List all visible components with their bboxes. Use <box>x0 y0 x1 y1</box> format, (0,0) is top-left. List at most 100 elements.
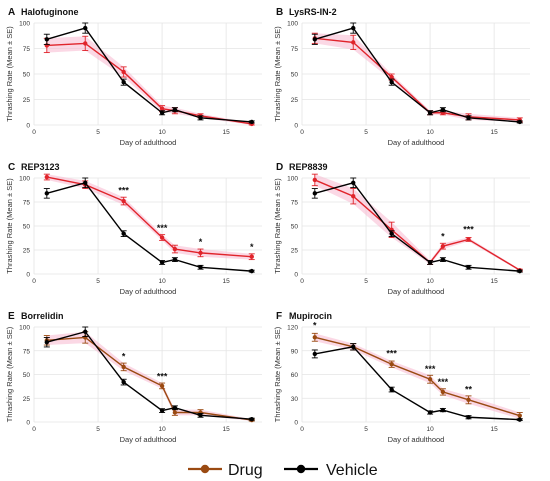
series-vehicle <box>43 177 255 274</box>
panel-title: REP8839 <box>289 162 328 172</box>
y-tick-label: 75 <box>23 348 31 355</box>
x-tick-label: 0 <box>32 426 36 433</box>
panel-e: E Borrelidin 0 25 50 75 100 0 5 10 15 Day of adulth… <box>5 311 262 444</box>
x-tick-label: 10 <box>426 129 434 136</box>
series-line <box>46 330 252 420</box>
y-tick-label: 75 <box>23 46 31 53</box>
data-point <box>159 235 165 240</box>
data-point <box>351 344 356 349</box>
data-point <box>440 257 446 262</box>
data-point <box>198 265 203 270</box>
y-tick-label: 75 <box>291 200 299 207</box>
data-point <box>389 387 394 392</box>
legend-drug-label: Drug <box>228 462 263 479</box>
data-point <box>389 231 394 236</box>
data-point <box>249 416 254 422</box>
data-point <box>440 389 446 395</box>
x-tick-label: 10 <box>426 426 434 433</box>
legend-vehicle-label: Vehicle <box>326 462 378 479</box>
series-line <box>314 37 520 121</box>
data-point <box>312 177 318 183</box>
x-tick-label: 15 <box>491 426 499 433</box>
data-point <box>351 25 356 31</box>
data-point <box>198 413 203 418</box>
series-line <box>46 42 252 125</box>
series-drug <box>43 331 255 423</box>
significance-label: * <box>122 351 126 361</box>
panel-a: A Halofuginone 0 25 50 75 100 0 5 10 15 Day of adul… <box>5 7 262 147</box>
data-point <box>83 41 88 46</box>
se-ribbon <box>46 331 252 422</box>
series-vehicle <box>311 177 523 274</box>
series-vehicle <box>43 326 255 422</box>
series-drug <box>43 173 255 261</box>
data-point <box>466 237 471 242</box>
y-tick-label: 0 <box>294 420 298 427</box>
data-point <box>121 79 126 85</box>
y-tick-label: 100 <box>19 325 30 332</box>
data-point <box>44 191 50 196</box>
x-tick-label: 15 <box>223 278 231 285</box>
x-tick-label: 15 <box>491 278 499 285</box>
significance-label: *** <box>425 364 436 374</box>
data-point <box>172 405 178 410</box>
x-tick-label: 0 <box>300 426 304 433</box>
data-point <box>172 257 178 262</box>
x-tick-label: 0 <box>32 278 36 285</box>
data-point <box>121 364 126 370</box>
data-point <box>427 377 433 382</box>
y-tick-label: 50 <box>23 372 31 379</box>
y-tick-label: 0 <box>294 272 298 279</box>
y-tick-label: 100 <box>287 176 298 183</box>
data-point <box>159 110 165 115</box>
x-tick-label: 10 <box>426 278 434 285</box>
y-axis-label: Thrashing Rate (Mean ± SE) <box>273 326 282 422</box>
significance-label: * <box>313 321 317 331</box>
series-vehicle <box>311 343 523 422</box>
x-tick-label: 5 <box>364 278 368 285</box>
panel-title: Borrelidin <box>21 311 64 321</box>
data-point <box>466 415 471 420</box>
data-point <box>466 265 471 270</box>
y-tick-label: 75 <box>291 46 299 53</box>
data-point <box>440 107 446 112</box>
y-tick-label: 100 <box>19 21 30 28</box>
data-point <box>83 25 88 31</box>
y-tick-label: 50 <box>23 224 31 231</box>
legend-drug-marker <box>200 464 210 474</box>
series-drug <box>43 35 255 127</box>
significance-label: * <box>441 231 445 241</box>
y-axis-label: Thrashing Rate (Mean ± SE) <box>5 326 14 422</box>
panel-c: C REP3123 0 25 50 75 100 0 5 10 15 Day of adulthood… <box>5 162 262 296</box>
data-point <box>466 397 471 403</box>
data-point <box>198 115 203 121</box>
x-tick-label: 5 <box>364 426 368 433</box>
y-tick-label: 25 <box>291 248 299 255</box>
data-point <box>172 107 178 112</box>
panel-b: B LysRS-IN-2 0 25 50 75 100 0 5 10 15 Day of adulth… <box>273 7 530 147</box>
data-point <box>351 40 356 45</box>
data-point <box>312 335 318 340</box>
data-point <box>121 231 126 236</box>
data-point <box>312 351 318 357</box>
x-tick-label: 5 <box>364 129 368 136</box>
data-point <box>159 106 165 111</box>
y-tick-label: 25 <box>23 248 31 255</box>
data-point <box>351 180 356 185</box>
data-point <box>249 268 254 274</box>
y-tick-label: 25 <box>291 97 299 104</box>
data-point <box>83 180 88 185</box>
y-axis-label: Thrashing Rate (Mean ± SE) <box>273 178 282 274</box>
y-tick-label: 0 <box>26 123 30 130</box>
data-point <box>440 243 446 249</box>
x-tick-label: 15 <box>491 129 499 136</box>
panel-letter: C <box>8 162 15 173</box>
series-line <box>46 176 252 258</box>
series-drug <box>311 332 523 420</box>
x-tick-label: 5 <box>96 129 100 136</box>
data-point <box>427 410 433 415</box>
data-point <box>351 194 356 199</box>
se-ribbon <box>314 174 520 272</box>
y-tick-label: 0 <box>26 272 30 279</box>
